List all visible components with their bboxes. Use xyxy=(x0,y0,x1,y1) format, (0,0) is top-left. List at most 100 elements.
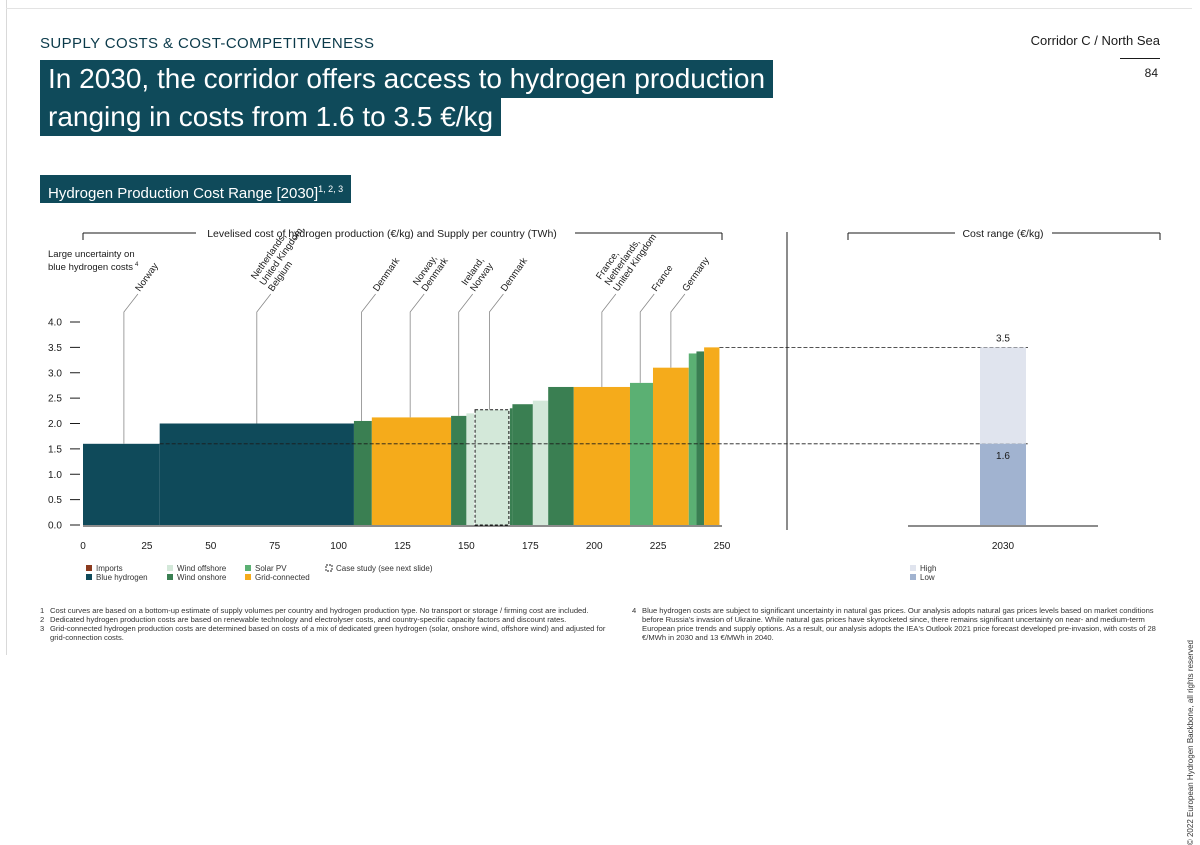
legend-label: Imports xyxy=(96,564,123,573)
annotation-leader xyxy=(601,293,617,387)
footnote-text: Grid-connected hydrogen production costs… xyxy=(50,624,606,642)
annotation-text: Denmark xyxy=(371,256,402,294)
bar-segment-grid-connected xyxy=(371,417,452,525)
bar-segment-wind-onshore xyxy=(548,386,574,525)
annotation-text: Denmark xyxy=(499,256,530,294)
x-tick-label: 175 xyxy=(522,541,539,552)
x-tick-label: 150 xyxy=(458,541,475,552)
annotation-label: Ireland,Norway xyxy=(460,255,496,293)
range-bar-low xyxy=(980,443,1026,525)
headline-line-2: ranging in costs from 1.6 to 3.5 €/kg xyxy=(40,98,502,136)
legend-swatch-case-study xyxy=(325,564,333,572)
footnote-number: 3 xyxy=(40,624,45,633)
legend-label: Grid-connected xyxy=(255,573,310,582)
bar-segment-solar-pv xyxy=(688,353,697,525)
y-tick-label: 0.0 xyxy=(48,521,62,532)
range-legend-swatch-high xyxy=(910,565,916,571)
bar-segment-grid-connected xyxy=(704,347,720,525)
legend-label: Solar PV xyxy=(255,564,287,573)
legend-label: Blue hydrogen xyxy=(96,573,148,582)
annotation-leader xyxy=(458,293,474,416)
y-tick-label: 2.0 xyxy=(48,419,62,430)
bar-segment-case-study xyxy=(474,409,510,526)
bar-segment-grid-connected xyxy=(573,386,630,525)
y-tick-label: 4.0 xyxy=(48,318,62,329)
footnote-text: Blue hydrogen costs are subject to signi… xyxy=(642,606,1156,642)
annotation-leader xyxy=(670,293,686,368)
bar-segment-wind-onshore xyxy=(451,415,467,525)
x-tick-label: 0 xyxy=(80,541,86,552)
footnote-4: 4 Blue hydrogen costs are subject to sign… xyxy=(632,606,1162,642)
page-number: 84 xyxy=(1144,66,1158,80)
x-tick-label: 75 xyxy=(269,541,281,552)
range-bar-high xyxy=(980,347,1026,444)
range-x-tick-label: 2030 xyxy=(992,541,1015,552)
legend-label: Wind onshore xyxy=(177,573,227,582)
legend-swatch-grid-connected xyxy=(245,574,251,580)
bar-segment-grid-connected xyxy=(652,367,689,525)
footnote-number: 2 xyxy=(40,615,45,624)
footnote-number: 4 xyxy=(632,606,637,615)
chart-title-text: Hydrogen Production Cost Range [2030] xyxy=(48,185,319,202)
annotation-text: France xyxy=(650,263,676,294)
range-header-title: Cost range (€/kg) xyxy=(962,228,1043,240)
y-tick-label: 1.5 xyxy=(48,444,62,455)
bar-segment-wind-onshore xyxy=(353,420,372,525)
footnote-text: Dedicated hydrogen production costs are … xyxy=(50,615,567,624)
x-tick-label: 250 xyxy=(714,541,731,552)
annotation-leader xyxy=(639,293,655,383)
annotation-label: Germany xyxy=(680,255,712,294)
y-tick-label: 2.5 xyxy=(48,394,62,405)
annotation-leader xyxy=(123,293,139,444)
chart-title: Hydrogen Production Cost Range [2030]1, … xyxy=(40,175,352,203)
bar-segment-blue xyxy=(159,423,354,525)
y-tick-label: 1.0 xyxy=(48,470,62,481)
annotation-leader xyxy=(409,293,425,418)
footnote-1: 1 Cost curves are based on a bottom-up es… xyxy=(40,606,620,615)
legend-swatch-wind-onshore xyxy=(167,574,173,580)
bar-segment-solar-pv xyxy=(629,382,653,525)
range-legend-swatch-low xyxy=(910,574,916,580)
page-top-rule xyxy=(6,8,1192,9)
bar-segment-wind-onshore xyxy=(696,351,705,525)
footnote-number: 1 xyxy=(40,606,45,615)
y-tick-label: 3.5 xyxy=(48,343,62,354)
annotation-label: Denmark xyxy=(499,256,530,294)
x-tick-label: 225 xyxy=(650,541,667,552)
annotation-leader xyxy=(256,293,272,424)
page-left-rule xyxy=(6,0,7,655)
bar-segment-wind-onshore xyxy=(509,408,513,525)
y-tick-label: 3.0 xyxy=(48,368,62,379)
legend-swatch-imports xyxy=(86,565,92,571)
x-tick-label: 25 xyxy=(141,541,153,552)
bar-segment-blue xyxy=(83,443,160,525)
footnote-3: 3 Grid-connected hydrogen production cost… xyxy=(40,624,620,642)
footnotes-left: 1 Cost curves are based on a bottom-up es… xyxy=(40,606,620,642)
annotation-label: Denmark xyxy=(371,256,402,294)
corner-rule xyxy=(1120,58,1160,59)
x-tick-label: 100 xyxy=(330,541,347,552)
range-high-label: 3.5 xyxy=(996,333,1010,344)
section-title: SUPPLY COSTS & COST-COMPETITIVENESS xyxy=(40,35,375,52)
x-tick-label: 200 xyxy=(586,541,603,552)
footnote-2: 2 Dedicated hydrogen production costs are… xyxy=(40,615,620,624)
chart-header-title: Levelised cost of hydrogen production (€… xyxy=(207,228,557,240)
range-legend-label: High xyxy=(920,564,936,573)
y-axis-note-line2: blue hydrogen costs 4 xyxy=(48,262,139,273)
bar-segment-wind-onshore xyxy=(512,404,533,525)
bar-segment-wind-offshore xyxy=(532,400,549,525)
annotation-label: France,Netherlands,United Kingdom xyxy=(594,232,659,294)
chart-title-refs: 1, 2, 3 xyxy=(318,184,344,194)
headline-line-1: In 2030, the corridor offers access to h… xyxy=(40,60,774,98)
annotation-leader xyxy=(489,293,504,410)
range-legend-label: Low xyxy=(920,573,935,582)
annotation-text: Germany xyxy=(680,255,712,294)
bar-segment-wind-offshore xyxy=(466,413,475,525)
legend-swatch-solar-pv xyxy=(245,565,251,571)
legend-swatch-blue xyxy=(86,574,92,580)
y-tick-label: 0.5 xyxy=(48,495,62,506)
copyright-notice: © 2022 European Hydrogen Backbone, all r… xyxy=(1186,640,1195,845)
legend-swatch-wind-offshore xyxy=(167,565,173,571)
hydrogen-cost-chart: Levelised cost of hydrogen production (€… xyxy=(48,224,1161,582)
legend-label: Case study (see next slide) xyxy=(336,564,433,573)
